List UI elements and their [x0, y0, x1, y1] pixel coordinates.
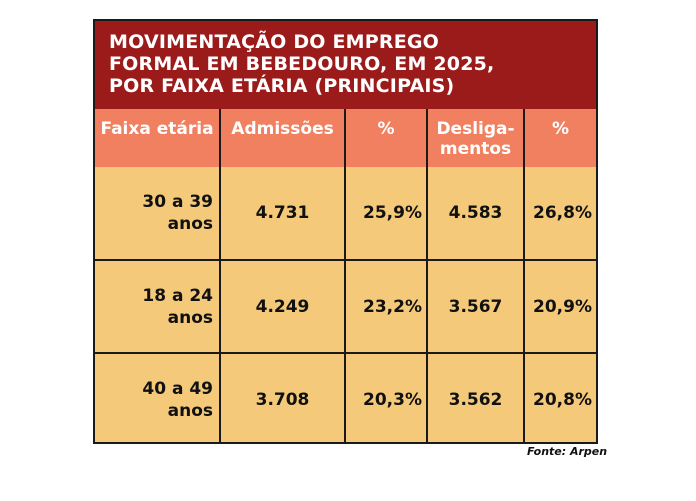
header-admissoes: Admissões: [219, 109, 346, 167]
age-range-line-2: anos: [167, 214, 213, 234]
age-range-cell: 40 a 49 anos: [95, 352, 221, 442]
desligamentos-pct-cell: 26,8%: [523, 167, 596, 261]
age-range-line-2: anos: [167, 401, 213, 421]
desligamentos-cell: 4.583: [426, 167, 525, 261]
source-note: Fonte: Arpen: [527, 445, 608, 458]
table-row: 30 a 39 anos 4.731 25,9% 4.583 26,8%: [95, 167, 596, 261]
table-row: 18 a 24 anos 4.249 23,2% 3.567 20,9%: [95, 259, 596, 354]
title-line-3: POR FAIXA ETÁRIA (PRINCIPAIS): [109, 75, 455, 97]
table-row: 40 a 49 anos 3.708 20,3% 3.562 20,8%: [95, 352, 596, 442]
desligamentos-cell: 3.562: [426, 352, 525, 442]
desligamentos-cell: 3.567: [426, 259, 525, 354]
header-desligamentos: Desliga- mentos: [426, 109, 525, 167]
admissoes-cell: 3.708: [219, 352, 346, 442]
age-range-line-2: anos: [167, 307, 213, 328]
header-desligamentos-line-2: mentos: [439, 139, 512, 159]
age-range-line-1: 30 a 39: [142, 192, 213, 212]
admissoes-cell: 4.249: [219, 259, 346, 354]
admissoes-pct-cell: 25,9%: [344, 167, 428, 261]
admissoes-pct-cell: 20,3%: [344, 352, 428, 442]
header-desligamentos-pct: %: [523, 109, 596, 167]
title-band: MOVIMENTAÇÃO DO EMPREGO FORMAL EM BEBEDO…: [95, 21, 596, 109]
infographic-frame: MOVIMENTAÇÃO DO EMPREGO FORMAL EM BEBEDO…: [93, 19, 598, 444]
age-range-line-1: 18 a 24: [142, 285, 213, 306]
desligamentos-pct-cell: 20,8%: [523, 352, 596, 442]
age-range-line-1: 40 a 49: [142, 379, 213, 399]
header-admissoes-pct: %: [344, 109, 428, 167]
age-range-cell: 30 a 39 anos: [95, 167, 221, 261]
admissoes-pct-cell: 23,2%: [344, 259, 428, 354]
header-desligamentos-line-1: Desliga-: [436, 119, 515, 139]
header-row: Faixa etária Admissões % Desliga- mentos…: [95, 109, 596, 167]
title-line-1: MOVIMENTAÇÃO DO EMPREGO: [109, 31, 440, 53]
header-faixa-etaria: Faixa etária: [95, 109, 221, 167]
desligamentos-pct-cell: 20,9%: [523, 259, 596, 354]
age-range-cell: 18 a 24 anos: [95, 259, 221, 354]
admissoes-cell: 4.731: [219, 167, 346, 261]
employment-table: Faixa etária Admissões % Desliga- mentos…: [95, 109, 596, 442]
title-line-2: FORMAL EM BEBEDOURO, EM 2025,: [109, 53, 495, 75]
